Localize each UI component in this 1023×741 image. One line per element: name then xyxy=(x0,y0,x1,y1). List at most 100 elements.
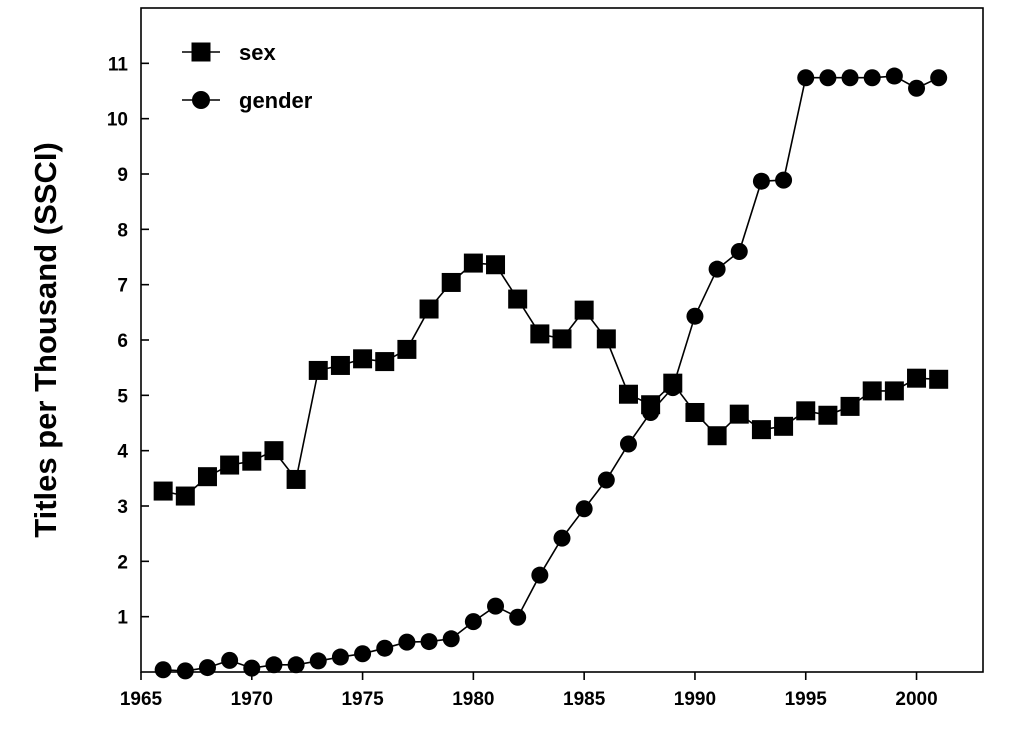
data-point-gender xyxy=(775,171,793,189)
data-point-gender xyxy=(752,172,770,190)
x-tick-label: 1990 xyxy=(674,689,716,710)
data-point-gender xyxy=(863,69,881,87)
legend-circle-marker-icon xyxy=(192,91,210,109)
x-tick-label: 1995 xyxy=(785,689,828,710)
y-tick-label: 5 xyxy=(117,386,128,407)
data-point-sex xyxy=(286,469,306,489)
data-point-sex xyxy=(242,451,262,471)
data-point-sex xyxy=(486,255,506,275)
data-point-gender xyxy=(464,613,482,631)
data-point-gender xyxy=(309,652,327,670)
x-tick-label: 1975 xyxy=(341,689,384,710)
x-tick-label: 2000 xyxy=(895,689,937,710)
data-point-gender xyxy=(354,645,372,663)
series-line-gender xyxy=(163,75,940,672)
y-tick-label: 10 xyxy=(107,110,128,131)
data-point-sex xyxy=(707,426,727,446)
data-point-sex xyxy=(175,486,195,506)
data-point-sex xyxy=(884,381,904,401)
data-point-gender xyxy=(642,403,660,421)
data-point-sex xyxy=(552,329,572,349)
data-point-sex xyxy=(685,402,705,422)
data-point-sex xyxy=(840,396,860,416)
y-axis: 1 2 3 4 5 6 7 8 9 10 11 xyxy=(107,54,149,629)
data-point-gender xyxy=(797,69,815,87)
data-point-gender xyxy=(930,69,948,87)
legend-label-gender: gender xyxy=(239,88,313,113)
data-point-sex xyxy=(441,272,461,292)
data-point-sex xyxy=(397,339,417,359)
data-point-sex xyxy=(463,253,483,273)
data-point-gender xyxy=(487,597,505,615)
data-point-gender xyxy=(531,566,549,584)
x-tick-label: 1980 xyxy=(452,689,494,710)
data-point-gender xyxy=(553,529,571,547)
data-point-sex xyxy=(818,405,838,425)
data-point-sex xyxy=(330,355,350,375)
data-point-gender xyxy=(730,242,748,260)
data-point-sex xyxy=(264,441,284,461)
data-point-sex xyxy=(618,384,638,404)
data-point-sex xyxy=(197,467,217,487)
data-point-gender xyxy=(575,500,593,518)
legend-item-sex: sex xyxy=(182,40,276,65)
legend-item-gender: gender xyxy=(182,88,313,113)
data-point-gender xyxy=(243,659,261,677)
y-tick-label: 7 xyxy=(117,276,128,297)
x-tick-label: 1965 xyxy=(120,689,163,710)
legend-square-marker-icon xyxy=(191,42,211,62)
y-axis-title: Titles per Thousand (SSCI) xyxy=(28,142,63,538)
data-point-sex xyxy=(862,381,882,401)
data-point-sex xyxy=(929,369,949,389)
data-point-sex xyxy=(153,481,173,501)
data-point-gender xyxy=(619,435,637,453)
data-point-sex xyxy=(353,349,373,369)
data-point-sex xyxy=(596,329,616,349)
data-point-gender xyxy=(885,67,903,85)
data-point-gender xyxy=(841,69,859,87)
series-sex xyxy=(153,253,949,506)
data-point-gender xyxy=(686,307,704,325)
data-point-gender xyxy=(664,379,682,397)
data-point-sex xyxy=(530,324,550,344)
y-tick-label: 2 xyxy=(117,552,128,573)
data-point-gender xyxy=(376,639,394,657)
data-point-gender xyxy=(398,633,416,651)
data-point-gender xyxy=(221,651,239,669)
data-point-gender xyxy=(597,471,615,489)
y-tick-label: 6 xyxy=(117,331,128,352)
y-tick-label: 4 xyxy=(117,442,128,463)
data-point-sex xyxy=(220,455,240,475)
series-gender xyxy=(154,67,948,680)
data-point-sex xyxy=(375,352,395,372)
y-tick-label: 11 xyxy=(108,54,129,75)
data-point-gender xyxy=(198,659,216,677)
y-tick-label: 8 xyxy=(117,220,128,241)
data-point-sex xyxy=(751,420,771,440)
legend-label-sex: sex xyxy=(239,40,276,65)
data-point-sex xyxy=(419,299,439,319)
data-point-gender xyxy=(509,608,527,626)
data-point-sex xyxy=(796,401,816,421)
data-point-sex xyxy=(308,360,328,380)
x-tick-label: 1985 xyxy=(563,689,606,710)
data-point-sex xyxy=(907,368,927,388)
data-point-gender xyxy=(331,648,349,666)
data-point-sex xyxy=(574,300,594,320)
x-axis: 1965 1970 1975 1980 1985 1990 1995 2000 xyxy=(120,672,938,710)
y-tick-label: 9 xyxy=(117,165,128,186)
y-tick-label: 1 xyxy=(117,608,128,629)
data-point-gender xyxy=(176,662,194,680)
data-point-sex xyxy=(729,404,749,424)
data-point-sex xyxy=(774,416,794,436)
data-point-gender xyxy=(708,260,726,278)
series-layer xyxy=(153,67,949,680)
series-line-sex xyxy=(163,262,939,497)
data-point-sex xyxy=(508,289,528,309)
legend: sex gender xyxy=(182,40,313,113)
y-tick-label: 3 xyxy=(117,497,128,518)
data-point-gender xyxy=(442,630,460,648)
data-point-gender xyxy=(265,656,283,674)
data-point-gender xyxy=(420,633,438,651)
